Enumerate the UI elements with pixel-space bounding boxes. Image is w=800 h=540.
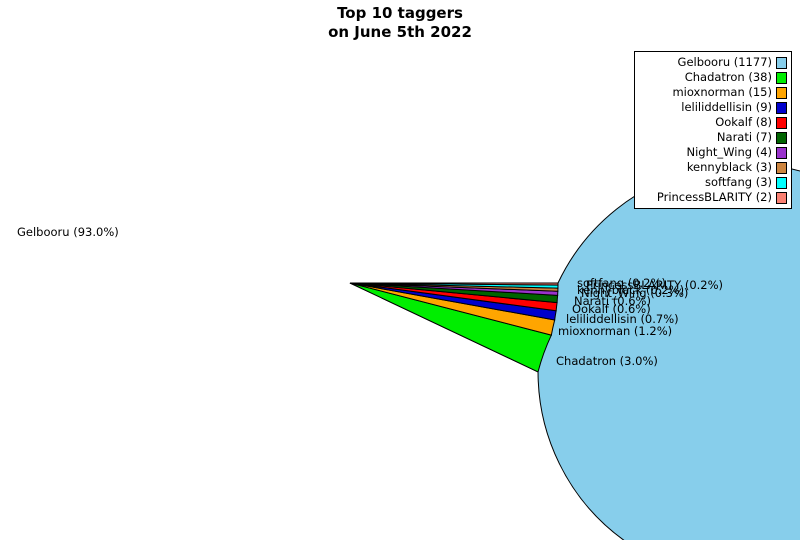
pie-wedge-group [349, 163, 800, 540]
legend-color-swatch [776, 86, 787, 99]
legend-item-label: Narati (7) [716, 130, 772, 144]
legend-item-label: Ookalf (8) [715, 115, 772, 129]
legend-item: PrincessBLARITY (2) [639, 190, 787, 205]
legend-item: Narati (7) [639, 130, 787, 145]
pie-slice-label: kennyblack (0.2%) [577, 283, 685, 297]
legend-item-label: kennyblack (3) [686, 160, 772, 174]
legend-item: softfang (3) [639, 175, 787, 190]
legend-color-swatch [776, 101, 787, 114]
legend-item: Gelbooru (1177) [639, 55, 787, 70]
chart-title-line-1: Top 10 taggers [337, 4, 463, 22]
legend-item: leliliddellisin (9) [639, 100, 787, 115]
legend-color-swatch [776, 161, 787, 174]
legend-item-label: leliliddellisin (9) [681, 100, 772, 114]
chart-title-line-2: on June 5th 2022 [328, 23, 472, 41]
chart-legend: Gelbooru (1177) Chadatron (38) mioxnorman … [634, 51, 792, 209]
pie-slice-label: Gelbooru (93.0%) [17, 225, 119, 239]
legend-item: mioxnorman (15) [639, 85, 787, 100]
legend-item-label: mioxnorman (15) [672, 85, 772, 99]
legend-item: Night_Wing (4) [639, 145, 787, 160]
legend-item: Ookalf (8) [639, 115, 787, 130]
pie-slice-label: Narati (0.6%) [574, 294, 651, 308]
pie-slice-label: Ookalf (0.6%) [572, 302, 651, 316]
legend-item-label: Gelbooru (1177) [677, 55, 772, 69]
pie-slice-label: PrincessBLARITY (0.2%) [586, 278, 724, 292]
pie-wedge-gelbooru [349, 163, 800, 540]
legend-color-swatch [776, 116, 787, 129]
pie-slice-label: leliliddellisin (0.7%) [566, 312, 679, 326]
legend-item-label: Chadatron (38) [684, 70, 772, 84]
legend-item: Chadatron (38) [639, 70, 787, 85]
legend-color-swatch [776, 131, 787, 144]
legend-color-swatch [776, 56, 787, 69]
legend-color-swatch [776, 146, 787, 159]
legend-item-label: Night_Wing (4) [686, 145, 773, 159]
legend-color-swatch [776, 71, 787, 84]
pie-wedge-princessblarity [349, 282, 559, 286]
chart-title: Top 10 taggers on June 5th 2022 [0, 4, 800, 42]
legend-item: kennyblack (3) [639, 160, 787, 175]
pie-slice-label: Night_Wing (0.3%) [581, 286, 689, 300]
legend-color-swatch [776, 191, 787, 204]
legend-color-swatch [776, 176, 787, 189]
pie-slice-label: mioxnorman (1.2%) [558, 324, 673, 338]
pie-slice-label: softfang (0.2%) [577, 276, 666, 290]
legend-item-label: softfang (3) [704, 175, 772, 189]
legend-item-label: PrincessBLARITY (2) [656, 190, 772, 204]
pie-slice-label: Chadatron (3.0%) [556, 354, 658, 368]
